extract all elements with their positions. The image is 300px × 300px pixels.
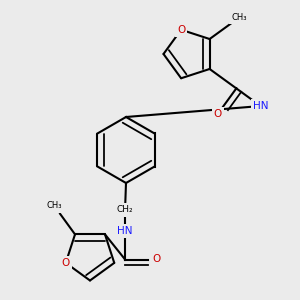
Text: O: O bbox=[177, 25, 185, 35]
Text: HN: HN bbox=[117, 226, 133, 236]
Text: CH₃: CH₃ bbox=[46, 202, 62, 211]
Text: O: O bbox=[61, 258, 70, 268]
Text: CH₂: CH₂ bbox=[117, 206, 134, 214]
Text: HN: HN bbox=[253, 101, 268, 111]
Text: O: O bbox=[152, 254, 161, 265]
Text: O: O bbox=[214, 109, 222, 119]
Text: CH₃: CH₃ bbox=[232, 13, 247, 22]
